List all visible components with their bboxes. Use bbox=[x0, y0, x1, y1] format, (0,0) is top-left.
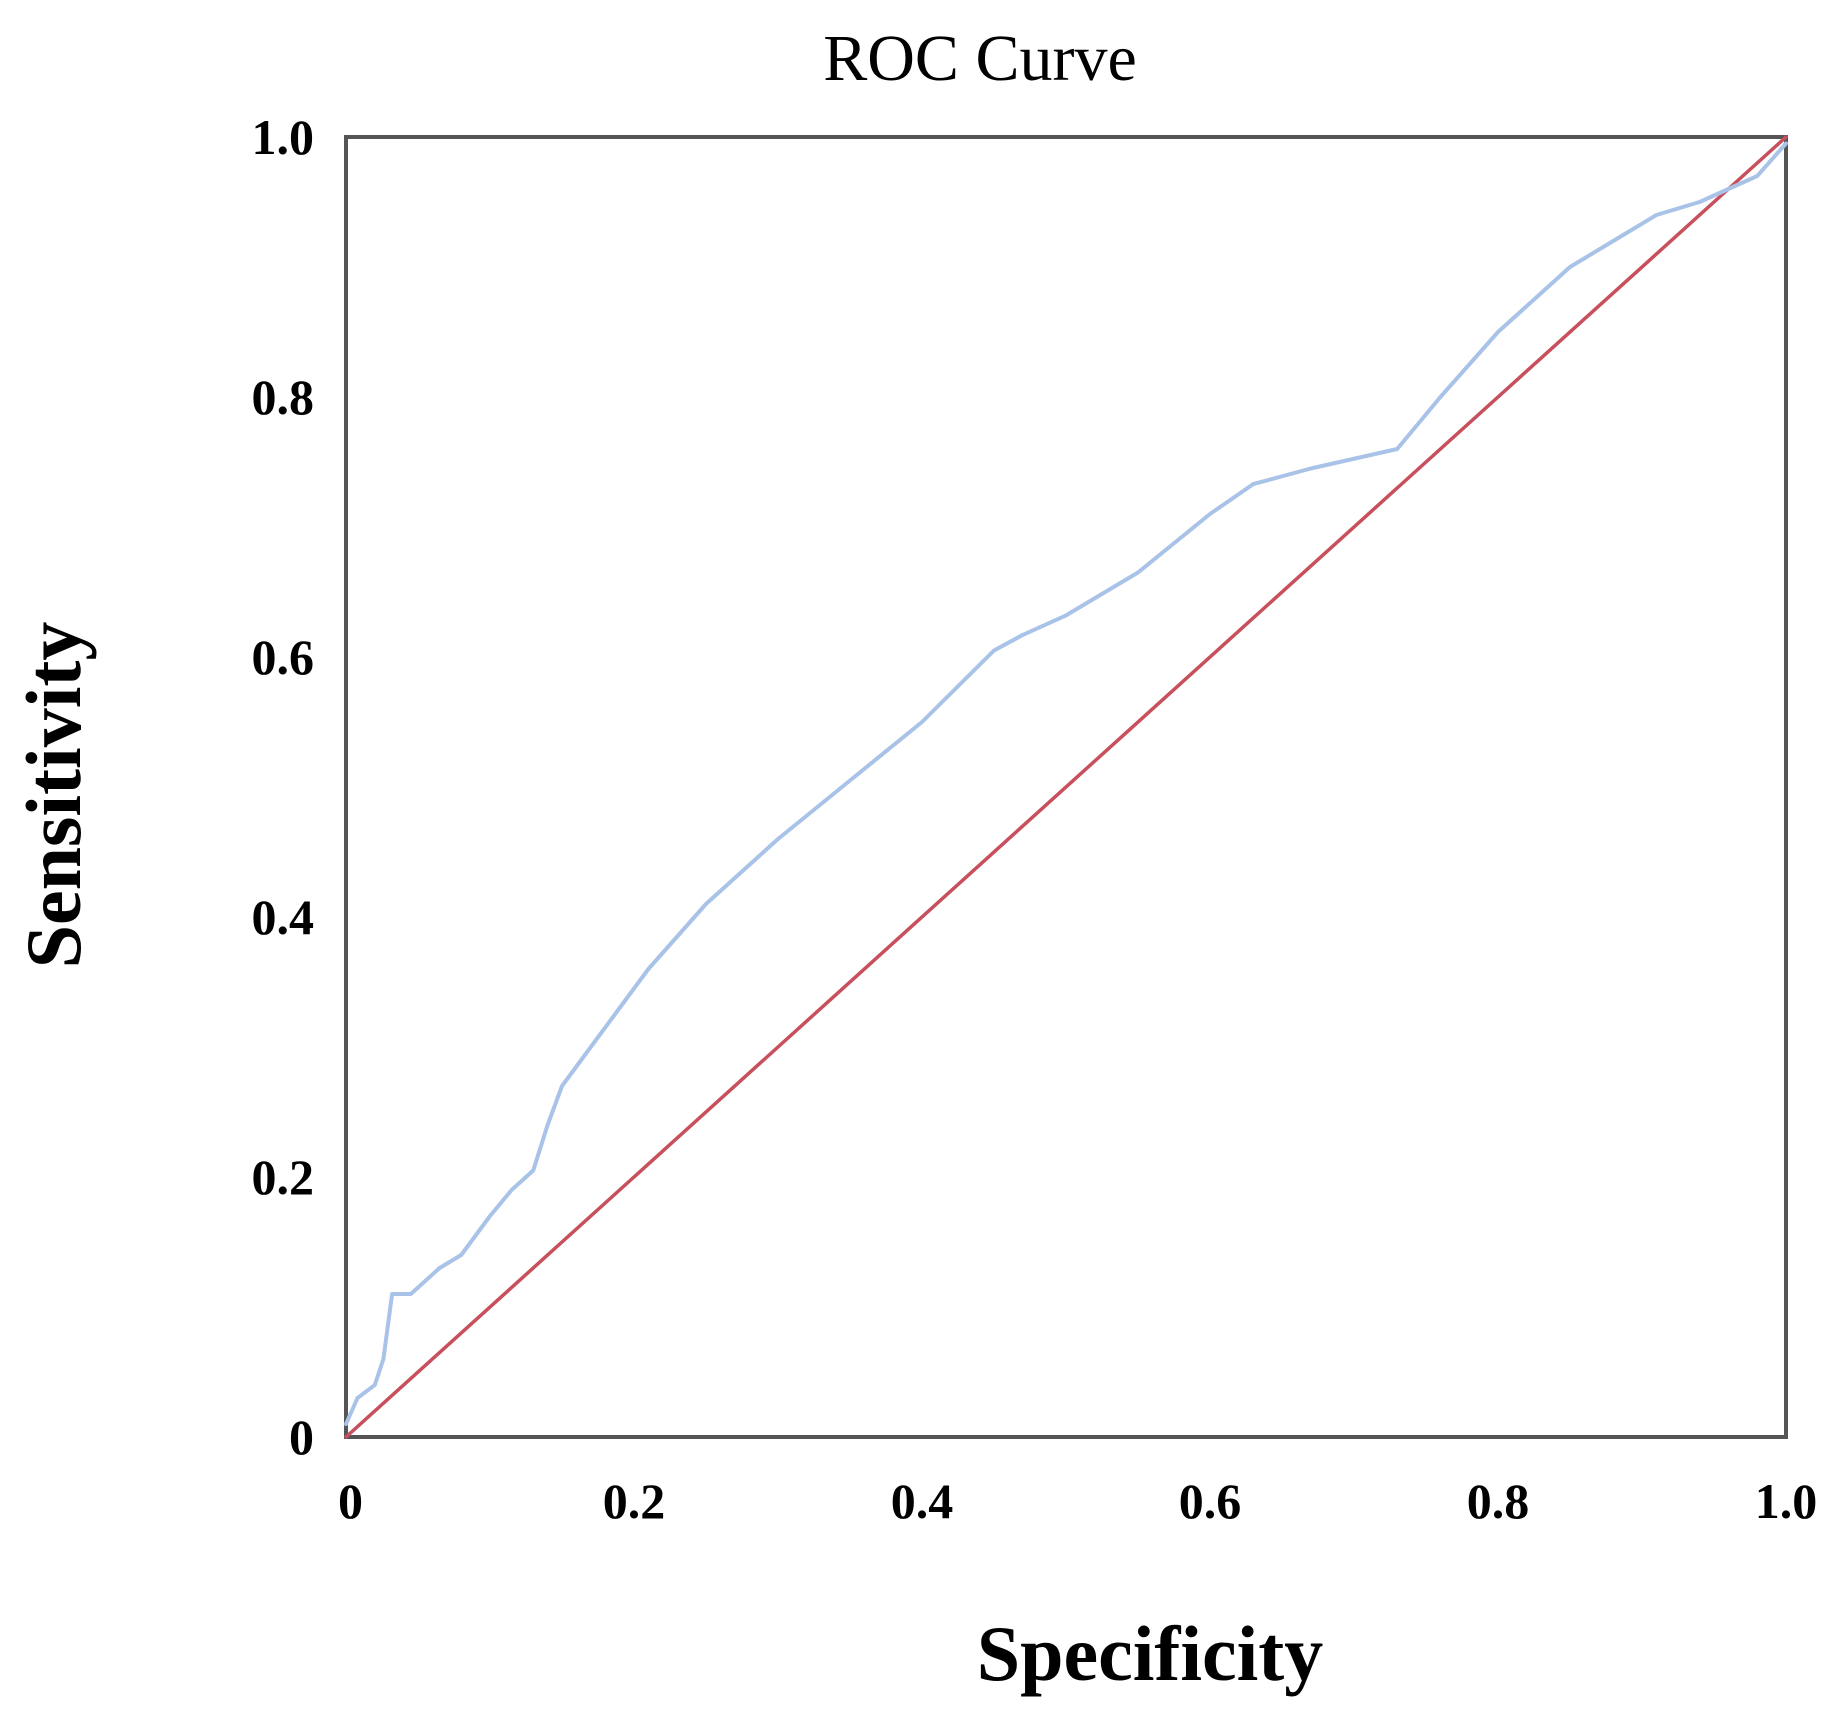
chart-title: ROC Curve bbox=[823, 22, 1137, 95]
x-tick-label: 0.2 bbox=[603, 1473, 666, 1529]
roc-curve-line bbox=[344, 141, 1788, 1426]
series-layer bbox=[344, 135, 1788, 1439]
x-tick-label: 0.8 bbox=[1467, 1473, 1530, 1529]
y-axis-label: Sensitivity bbox=[10, 622, 97, 969]
x-tick-label: 1.0 bbox=[1755, 1473, 1818, 1529]
x-axis-label: Specificity bbox=[977, 1610, 1324, 1697]
y-tick-label: 0.2 bbox=[252, 1149, 315, 1205]
reference-diagonal-line bbox=[344, 135, 1788, 1439]
y-tick-label: 0.4 bbox=[252, 889, 315, 945]
y-axis-ticks: 0 0.2 0.4 0.6 0.8 1.0 bbox=[252, 109, 315, 1465]
x-tick-label: 0 bbox=[338, 1473, 363, 1529]
plot-area-frame bbox=[344, 135, 1788, 1439]
y-tick-label: 1.0 bbox=[252, 109, 315, 165]
y-tick-label: 0 bbox=[289, 1409, 314, 1465]
y-tick-label: 0.8 bbox=[252, 369, 315, 425]
x-tick-label: 0.6 bbox=[1179, 1473, 1242, 1529]
x-tick-label: 0.4 bbox=[891, 1473, 954, 1529]
y-tick-label: 0.6 bbox=[252, 629, 315, 685]
x-axis-ticks: 0 0.2 0.4 0.6 0.8 1.0 bbox=[338, 1473, 1817, 1529]
